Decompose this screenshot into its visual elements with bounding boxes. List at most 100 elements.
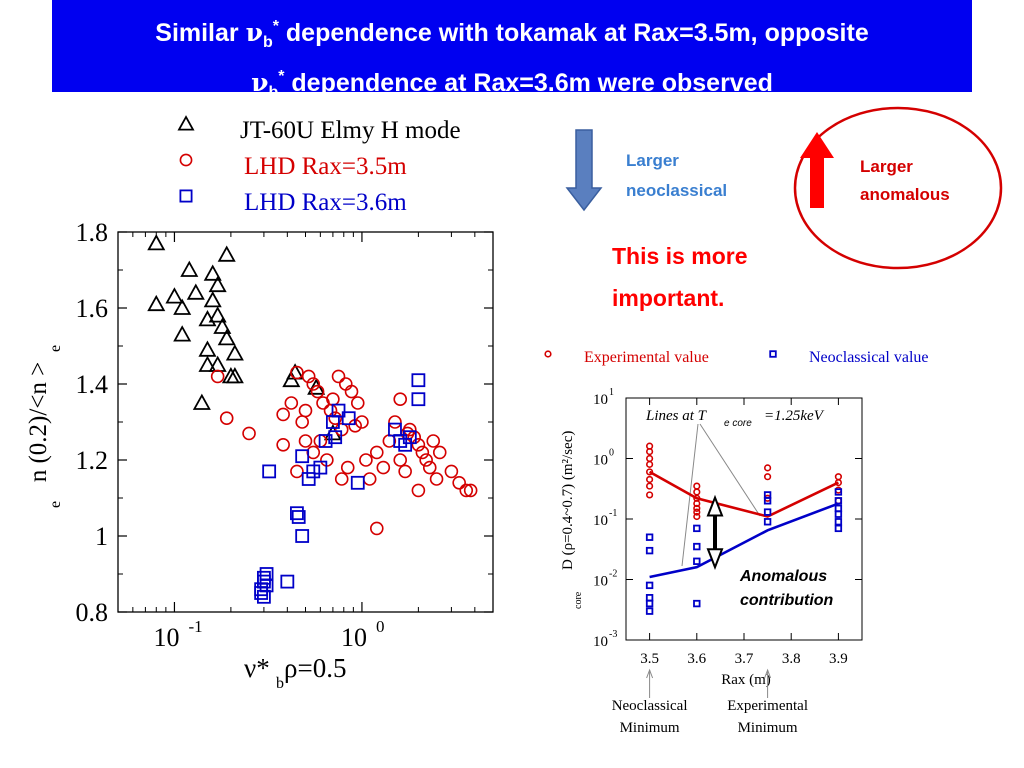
- data-point: [165, 287, 184, 304]
- data-point: [763, 497, 772, 505]
- data-point: [350, 475, 365, 490]
- y-tick-label: 10: [593, 574, 608, 590]
- data-point: [369, 521, 384, 536]
- data-point: [198, 355, 217, 372]
- data-point: [291, 510, 306, 524]
- data-point: [331, 369, 346, 384]
- anomalous-arrow-head: [706, 548, 724, 571]
- minimum-label: Minimum: [738, 720, 798, 736]
- data-point: [645, 491, 654, 499]
- data-point: [693, 482, 701, 490]
- data-point: [452, 475, 466, 490]
- data-point: [376, 460, 391, 475]
- y-axis-label-text: D (ρ=0.4~0.7) (m²/sec): [560, 431, 576, 570]
- data-point: [763, 508, 772, 516]
- y-tick-label: 1.4: [76, 370, 109, 399]
- legend-marker: [179, 153, 193, 167]
- data-point: [763, 473, 772, 481]
- data-point: [280, 574, 295, 589]
- data-point: [693, 488, 701, 496]
- data-point: [402, 430, 417, 445]
- legend-label: Neoclassical value: [809, 349, 929, 366]
- data-point: [645, 594, 654, 602]
- data-point: [645, 475, 654, 484]
- data-point: [763, 518, 772, 526]
- data-point: [355, 415, 369, 429]
- data-point: [180, 260, 199, 277]
- data-point: [147, 294, 166, 312]
- data-point: [225, 344, 244, 361]
- x-tick-label: 3.8: [782, 651, 801, 667]
- larger-neoclassical-label-1: Larger: [626, 151, 679, 170]
- data-point: [225, 367, 244, 384]
- data-point: [307, 378, 326, 395]
- data-point: [340, 460, 355, 475]
- minimum-label: Experimental: [727, 698, 808, 714]
- anomalous-arrow-head: [706, 494, 724, 517]
- data-point: [429, 472, 444, 486]
- data-point: [388, 415, 402, 429]
- data-point: [693, 512, 701, 521]
- data-point: [693, 542, 701, 551]
- data-point: [834, 524, 843, 533]
- title-line-2: νb* dependence at Rax=3.6m were observed: [251, 68, 773, 101]
- x-axis-label: Rax (m): [721, 672, 771, 688]
- data-point: [203, 291, 222, 308]
- x-tick-exponent: 0: [376, 617, 385, 636]
- up-arrow-icon: [800, 132, 834, 208]
- y-tick-label: 10: [593, 392, 608, 408]
- data-point: [208, 355, 227, 372]
- data-point: [276, 437, 290, 452]
- larger-neoclassical-label-2: neoclassical: [626, 181, 727, 200]
- data-point: [411, 437, 426, 452]
- data-point: [298, 434, 313, 448]
- data-point: [645, 460, 654, 468]
- data-point: [459, 483, 474, 498]
- legend-marker: [769, 350, 777, 358]
- data-point: [834, 504, 843, 513]
- data-point: [210, 369, 225, 384]
- lines-label: Lines at T: [645, 408, 708, 424]
- data-point: [426, 434, 441, 448]
- lines-label-sub: e core: [724, 418, 752, 429]
- data-point: [645, 546, 654, 555]
- data-point: [306, 464, 321, 479]
- y-tick-label: 0.8: [76, 598, 109, 627]
- data-point: [398, 437, 413, 452]
- data-point: [645, 607, 654, 615]
- minimum-label: Minimum: [620, 720, 680, 736]
- data-point: [147, 234, 166, 251]
- legend-label: LHD Rax=3.6m: [244, 189, 407, 216]
- data-point: [834, 510, 843, 518]
- y-tick-label: 1.8: [76, 218, 109, 247]
- data-point: [173, 298, 192, 315]
- data-point: [411, 373, 426, 388]
- y-tick-label: 1.6: [76, 294, 109, 323]
- data-point: [645, 533, 654, 541]
- larger-anomalous-label-1: Larger: [860, 157, 913, 176]
- data-point: [645, 581, 654, 590]
- data-point: [186, 283, 205, 300]
- data-point: [306, 377, 321, 391]
- larger-anomalous-label-2: anomalous: [860, 185, 950, 204]
- data-point: [369, 445, 384, 460]
- data-point: [295, 529, 310, 543]
- data-point: [693, 524, 701, 533]
- data-point: [306, 445, 321, 460]
- data-point: [834, 488, 843, 496]
- data-point: [645, 599, 654, 608]
- x-tick-exponent: -1: [188, 617, 202, 636]
- data-point: [328, 430, 343, 445]
- data-point: [295, 449, 310, 464]
- data-point: [834, 478, 843, 487]
- data-point: [284, 396, 299, 410]
- data-point: [419, 453, 433, 467]
- data-point: [262, 464, 277, 479]
- data-point: [645, 448, 654, 456]
- legend-marker: [179, 189, 193, 203]
- legend-marker: [177, 115, 195, 131]
- y-tick-exponent: -1: [609, 508, 617, 519]
- data-point: [432, 445, 447, 460]
- data-point: [415, 445, 430, 460]
